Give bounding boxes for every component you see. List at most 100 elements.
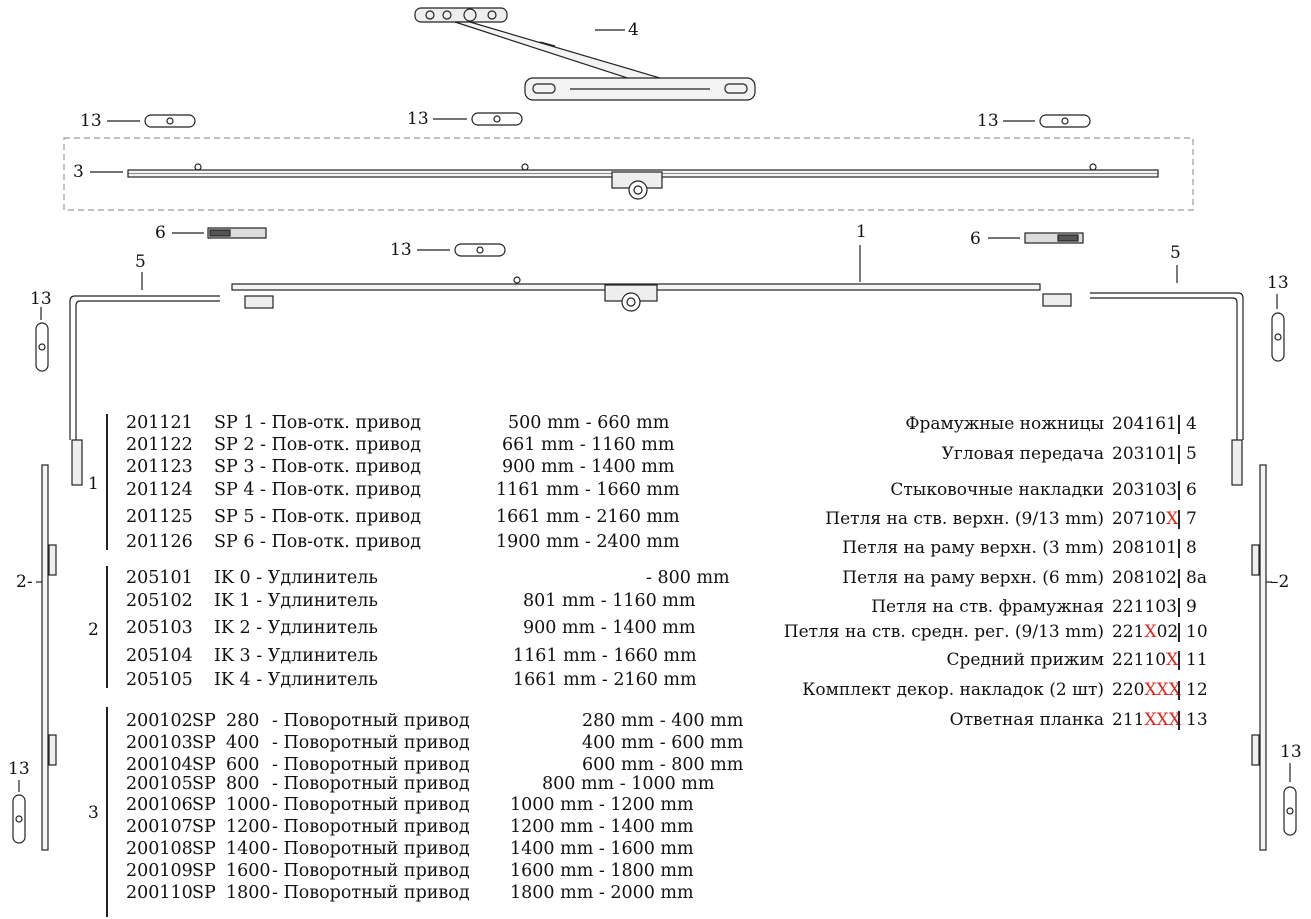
name-cell: SP 3 - Пов-отк. привод xyxy=(214,457,422,477)
connector-left xyxy=(207,227,267,239)
group-3-number: 3 xyxy=(88,803,99,823)
sp-cell: SP xyxy=(192,711,216,731)
name-cell: SP 4 - Пов-отк. привод xyxy=(214,480,422,500)
extension-right xyxy=(1251,464,1267,851)
strike-plate-top-1 xyxy=(144,114,196,128)
size-cell: 1600 xyxy=(226,861,271,881)
callout-13: 13 xyxy=(8,759,30,779)
range-cell: 1600 mm - 1800 mm xyxy=(510,861,694,881)
sp-cell: SP xyxy=(192,861,216,881)
code-cell: 200107 xyxy=(126,817,193,837)
name-cell: IK 0 - Удлинитель xyxy=(214,568,378,588)
group-3-frame xyxy=(63,137,1194,211)
name-cell: - Поворотный привод xyxy=(272,755,470,775)
code-cell: 205103 xyxy=(126,618,193,638)
strike-plate-left xyxy=(35,322,49,372)
name-cell: IK 1 - Удлинитель xyxy=(214,591,378,611)
range-cell: 1661 mm - 2160 mm xyxy=(496,507,680,527)
range-cell: 1900 mm - 2400 mm xyxy=(496,532,680,552)
group-1-bracket xyxy=(106,414,108,550)
connector-right xyxy=(1024,232,1084,244)
name-cell: - Поворотный привод xyxy=(272,795,470,815)
size-cell: 1200 xyxy=(226,817,271,837)
callout-13: 13 xyxy=(1280,742,1302,762)
callout-13: 13 xyxy=(30,289,52,309)
range-cell: 900 mm - 1400 mm xyxy=(502,457,675,477)
strike-plate-left-low xyxy=(12,794,26,844)
callout-2: –2 xyxy=(1270,572,1290,592)
strike-plate-right-low xyxy=(1283,786,1297,836)
code-cell: 200108 xyxy=(126,839,193,859)
callout-4: 4 xyxy=(628,20,639,40)
sp-cell: SP xyxy=(192,733,216,753)
code-cell: 205101 xyxy=(126,568,193,588)
code-cell: 200109 xyxy=(126,861,193,881)
group-3-table: 200102 SP 280 - Поворотный привод 280 mm… xyxy=(126,712,786,917)
group-2-bracket xyxy=(106,566,108,688)
size-cell: 1000 xyxy=(226,795,271,815)
range-cell: 1161 mm - 1660 mm xyxy=(496,480,680,500)
range-cell: 801 mm - 1160 mm xyxy=(523,591,696,611)
group-1-number: 1 xyxy=(88,474,99,494)
size-cell: 800 xyxy=(226,774,260,794)
callout-5: 5 xyxy=(135,252,146,272)
callout-1: 1 xyxy=(856,222,867,242)
size-cell: 1400 xyxy=(226,839,271,859)
range-cell: 1800 mm - 2000 mm xyxy=(510,883,694,903)
code-cell: 205104 xyxy=(126,646,193,666)
transom-scissors-part xyxy=(414,7,756,101)
range-cell: 500 mm - 660 mm xyxy=(508,413,670,433)
turn-drive-bar xyxy=(127,163,1159,200)
range-cell: 1161 mm - 1660 mm xyxy=(513,646,697,666)
sp-cell: SP xyxy=(192,795,216,815)
code-cell: 200104 xyxy=(126,755,193,775)
name-cell: SP 6 - Пов-отк. привод xyxy=(214,532,422,552)
group-1-table: 201121 SP 1 - Пов-отк. привод 500 mm - 6… xyxy=(126,413,776,553)
range-cell: 280 mm - 400 mm xyxy=(582,711,744,731)
name-cell: SP 5 - Пов-отк. привод xyxy=(214,507,422,527)
callout-13: 13 xyxy=(977,111,999,131)
code-cell: 200106 xyxy=(126,795,193,815)
name-cell: - Поворотный привод xyxy=(272,883,470,903)
range-cell: 1661 mm - 2160 mm xyxy=(513,670,697,690)
name-cell: SP 2 - Пов-отк. привод xyxy=(214,435,422,455)
code-cell: 200105 xyxy=(126,774,193,794)
code-cell: 200110 xyxy=(126,883,193,903)
size-cell: 400 xyxy=(226,733,260,753)
code-cell: 200103 xyxy=(126,733,193,753)
callout-13: 13 xyxy=(80,111,102,131)
strike-plate-right xyxy=(1271,312,1285,362)
name-cell: IK 4 - Удлинитель xyxy=(214,670,378,690)
range-cell: 1000 mm - 1200 mm xyxy=(510,795,694,815)
callout-13: 13 xyxy=(407,109,429,129)
size-cell: 600 xyxy=(226,755,260,775)
callout-2: 2- xyxy=(16,572,33,592)
name-cell: - Поворотный привод xyxy=(272,733,470,753)
name-cell: - Поворотный привод xyxy=(272,774,470,794)
range-cell: 900 mm - 1400 mm xyxy=(523,618,696,638)
group-2-table: 205101 IK 0 - Удлинитель - 800 mm 205102… xyxy=(126,568,776,698)
sp-cell: SP xyxy=(192,817,216,837)
code-cell: 201125 xyxy=(126,507,193,527)
range-cell: 600 mm - 800 mm xyxy=(582,755,744,775)
callout-5: 5 xyxy=(1170,243,1181,263)
range-cell: 1200 mm - 1400 mm xyxy=(510,817,694,837)
code-cell: 201123 xyxy=(126,457,193,477)
name-cell: - Поворотный привод xyxy=(272,839,470,859)
sp-cell: SP xyxy=(192,755,216,775)
code-cell: 201124 xyxy=(126,480,193,500)
code-cell: 205102 xyxy=(126,591,193,611)
name-cell: - Поворотный привод xyxy=(272,711,470,731)
callout-3: 3 xyxy=(73,162,84,182)
code-cell: 201121 xyxy=(126,413,193,433)
group-3-bracket xyxy=(106,707,108,917)
strike-plate-top-2 xyxy=(471,112,523,126)
callout-13: 13 xyxy=(390,240,412,260)
callout-13: 13 xyxy=(1267,273,1289,293)
name-cell: IK 2 - Удлинитель xyxy=(214,618,378,638)
name-cell: - Поворотный привод xyxy=(272,817,470,837)
callout-6: 6 xyxy=(155,223,166,243)
range-cell: 800 mm - 1000 mm xyxy=(542,774,715,794)
sp-cell: SP xyxy=(192,883,216,903)
